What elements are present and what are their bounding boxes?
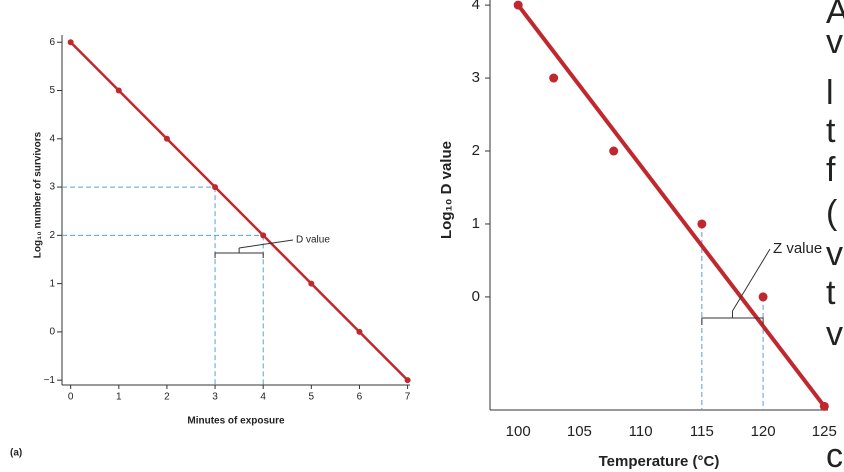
x-tick-label: 2 (164, 392, 170, 403)
data-point (115, 87, 122, 94)
y-tick-label: 3 (472, 69, 480, 86)
data-point (549, 73, 559, 83)
side-text: l (826, 74, 834, 112)
side-text: v (826, 315, 843, 353)
y-tick-label: 0 (49, 327, 55, 338)
side-text: A (826, 0, 844, 31)
y-axis-title: Log₁₀ D value (438, 141, 455, 239)
x-tick-label: 1 (116, 392, 122, 403)
side-text: t (826, 112, 836, 150)
y-axis-title: Log₁₀ number of survivors (33, 131, 44, 258)
side-text: c (826, 437, 843, 472)
side-text: v (826, 23, 843, 61)
data-point (609, 146, 619, 156)
fit-line (516, 3, 826, 408)
x-tick-label: 125 (812, 423, 837, 440)
data-point (404, 377, 411, 384)
fit-line (69, 41, 409, 382)
panel-label: (a) (10, 448, 22, 459)
x-tick-label: 100 (506, 423, 531, 440)
x-axis-title: Temperature (°C) (599, 453, 720, 470)
y-tick-label: 6 (49, 37, 55, 48)
y-tick-label: 1 (472, 215, 480, 232)
data-point (67, 39, 74, 46)
y-tick-label: −1 (44, 375, 56, 386)
y-tick-label: 0 (472, 288, 480, 305)
x-tick-label: 120 (751, 423, 776, 440)
x-axis-title: Minutes of exposure (187, 416, 285, 427)
y-tick-label: 3 (49, 182, 55, 193)
data-point (212, 184, 219, 191)
side-text: f (826, 151, 836, 189)
data-point (758, 292, 768, 302)
x-tick-label: 3 (212, 392, 218, 403)
side-text: v (826, 235, 843, 273)
y-tick-label: 1 (49, 278, 55, 289)
x-tick-label: 110 (629, 423, 653, 440)
x-tick-label: 0 (68, 392, 74, 403)
y-tick-label: 2 (49, 230, 55, 241)
data-point (819, 401, 829, 411)
bracket (214, 248, 264, 258)
bracket (701, 311, 764, 325)
side-text: ( (826, 194, 838, 232)
y-tick-label: 2 (472, 142, 480, 159)
x-tick-label: 105 (567, 423, 592, 440)
data-point (356, 328, 363, 335)
y-tick-label: 4 (49, 133, 55, 144)
data-point (163, 135, 170, 142)
data-point (697, 219, 707, 229)
data-point (513, 0, 523, 10)
data-point (260, 232, 267, 239)
x-tick-label: 4 (260, 392, 266, 403)
annotation: Z value (773, 240, 822, 257)
leader-line (239, 239, 294, 249)
leader-line (732, 248, 771, 312)
annotation: D value (296, 235, 330, 246)
x-tick-label: 7 (405, 392, 411, 403)
x-tick-label: 5 (309, 392, 315, 403)
x-tick-label: 6 (357, 392, 363, 403)
y-tick-label: 5 (49, 85, 55, 96)
x-tick-label: 115 (690, 423, 714, 440)
data-point (308, 280, 315, 287)
side-text: t (826, 274, 836, 312)
y-tick-label: 4 (472, 0, 480, 13)
